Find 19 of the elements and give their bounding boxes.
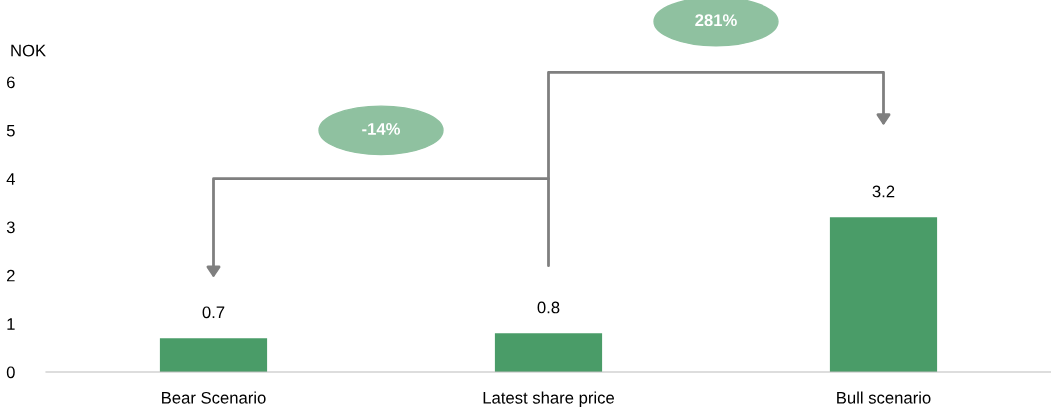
x-tick-label: Latest share price — [483, 391, 614, 407]
y-tick-label: 3 — [6, 221, 15, 234]
x-tick-label: Bull scenario — [837, 391, 931, 404]
data-label: 0.8 — [537, 301, 560, 314]
bar — [494, 333, 603, 372]
text: 281% — [695, 14, 737, 27]
y-tick-label: 4 — [6, 173, 15, 185]
x-tick-label: Bear Scenario — [162, 391, 266, 404]
data-label: 3.2 — [872, 185, 895, 198]
data-label: 0.7 — [202, 306, 225, 319]
y-tick-label: 2 — [7, 269, 15, 282]
y-axis-title: NOK — [11, 44, 46, 57]
y-tick-label: 0 — [6, 366, 15, 379]
bar — [159, 338, 268, 372]
y-tick-label: 5 — [6, 124, 15, 137]
annotation: -14% — [362, 123, 401, 135]
bar — [829, 217, 938, 372]
y-tick-label: 1 — [7, 318, 15, 330]
y-tick-label: 6 — [7, 76, 15, 89]
